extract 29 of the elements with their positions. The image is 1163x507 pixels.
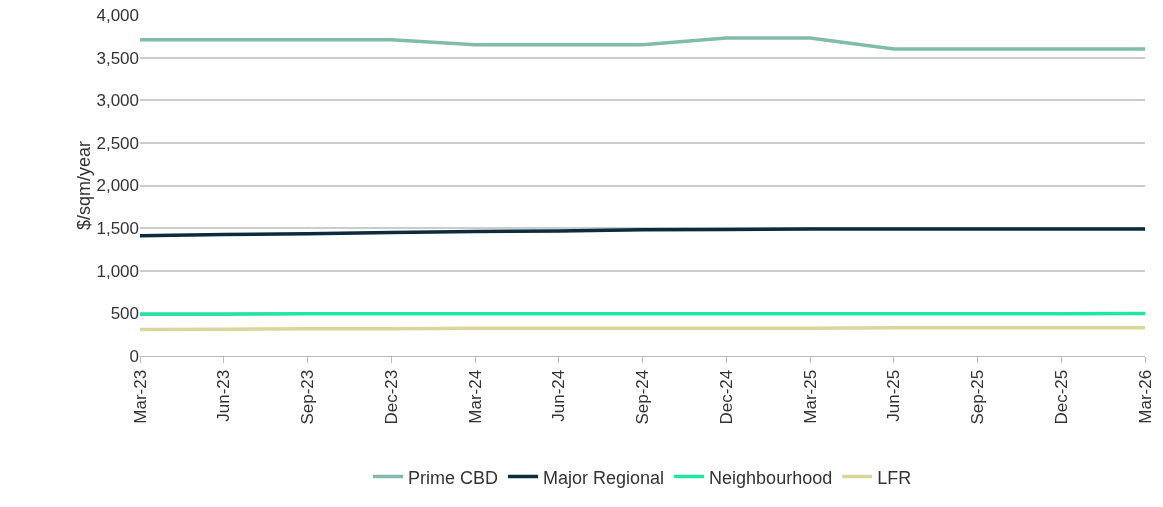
x-tick-label: Sep-25 xyxy=(968,369,988,425)
x-tick-label: Dec-23 xyxy=(381,369,401,425)
y-tick-label: 2,000 xyxy=(96,176,139,196)
legend-label: Prime CBD xyxy=(408,467,499,488)
x-tick-label: Mar-23 xyxy=(130,369,150,424)
x-tick-label: Mar-24 xyxy=(465,369,485,424)
line-series xyxy=(140,227,1145,238)
legend-label: Neighbourhood xyxy=(709,467,833,488)
x-tick-label: Dec-24 xyxy=(716,369,736,425)
x-tick-label: Jun-23 xyxy=(214,369,234,422)
x-tick-label: Jun-24 xyxy=(549,369,569,422)
y-tick-label: 4,000 xyxy=(96,5,139,25)
y-tick-label: 1,000 xyxy=(96,261,139,281)
y-tick-label: 3,000 xyxy=(96,91,139,111)
y-axis-title: $/sqm/year xyxy=(74,140,95,231)
x-tick-label: Sep-24 xyxy=(633,369,653,425)
x-tick-label: Jun-25 xyxy=(884,369,904,422)
y-tick-label: 3,500 xyxy=(96,48,139,68)
x-tick-label: Mar-26 xyxy=(1135,369,1155,424)
line-series xyxy=(140,36,1145,51)
y-tick-label: 2,500 xyxy=(96,133,139,153)
x-tick-label: Sep-23 xyxy=(298,369,318,425)
x-tick-label: Dec-25 xyxy=(1051,369,1071,425)
y-tick-label: 1,500 xyxy=(96,219,139,239)
legend-label: Major Regional xyxy=(543,467,665,488)
legend-label: LFR xyxy=(877,467,912,488)
y-tick-label: 0 xyxy=(129,346,139,366)
y-tick-label: 500 xyxy=(110,304,139,324)
x-tick-label: Mar-25 xyxy=(800,369,820,424)
